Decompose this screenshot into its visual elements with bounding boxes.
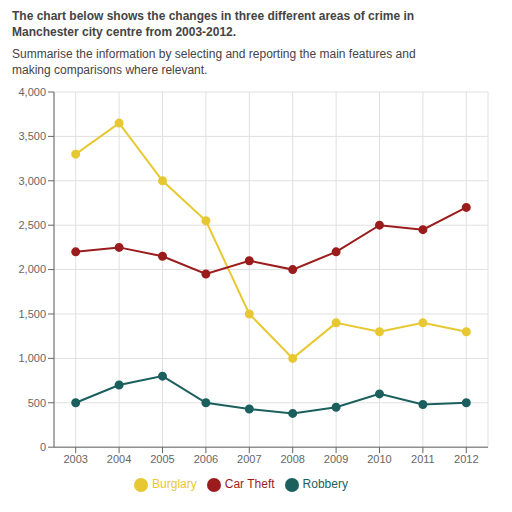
svg-text:2009: 2009 [324, 453, 348, 465]
svg-text:2,500: 2,500 [18, 219, 46, 231]
svg-text:2,000: 2,000 [18, 263, 46, 275]
html-text:Manchester city centre from 20: Manchester city centre from 2003-2012. [12, 25, 237, 39]
svg-text:4,000: 4,000 [18, 86, 46, 98]
html-text:making comparisons where relev: making comparisons where relevant. [12, 63, 208, 77]
html-text:Car Theft: Car Theft [224, 477, 275, 492]
svg-text:2010: 2010 [367, 453, 391, 465]
html-text:Burglary: Burglary [152, 477, 197, 492]
svg-text:2007: 2007 [237, 453, 261, 465]
svg-text:3,000: 3,000 [18, 175, 46, 187]
html-text:Summarise the information by s: Summarise the information by selecting a… [12, 47, 416, 61]
html-text:Robbery: Robbery [302, 477, 348, 492]
svg-text:2011: 2011 [411, 453, 435, 465]
svg-text:1,000: 1,000 [18, 352, 46, 364]
html-text:The chart below shows the chan: The chart below shows the changes in thr… [12, 9, 415, 23]
svg-text:2003: 2003 [63, 453, 87, 465]
svg-text:2005: 2005 [150, 453, 174, 465]
svg-text:2006: 2006 [194, 453, 218, 465]
svg-text:500: 500 [28, 397, 46, 409]
svg-text:2012: 2012 [454, 453, 478, 465]
svg-text:0: 0 [40, 441, 46, 453]
svg-text:3,500: 3,500 [18, 130, 46, 142]
svg-text:2004: 2004 [107, 453, 131, 465]
svg-text:2008: 2008 [280, 453, 304, 465]
svg-text:1,500: 1,500 [18, 308, 46, 320]
